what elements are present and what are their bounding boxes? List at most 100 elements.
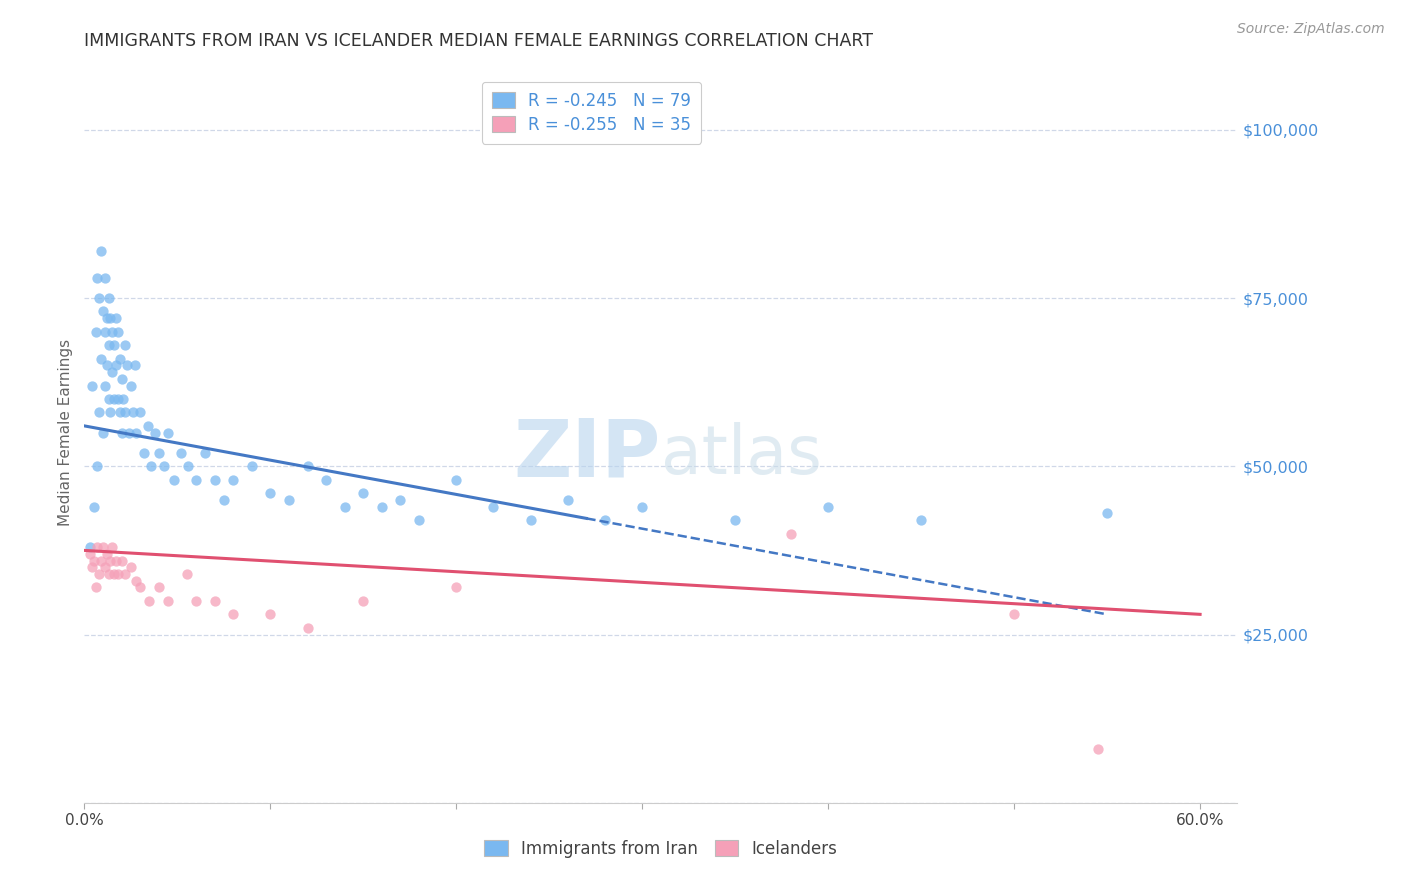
Point (780, 526, 803, 541)
Point (141, 459, 163, 474)
Point (371, 500, 394, 514)
Text: ZIP: ZIP (513, 416, 661, 494)
Point (101, 365, 124, 379)
Point (297, 621, 319, 635)
Point (80, 560, 103, 574)
Point (389, 492, 412, 507)
Point (100, 311, 122, 326)
Text: Source: ZipAtlas.com: Source: ZipAtlas.com (1237, 22, 1385, 37)
Point (89, 291, 111, 305)
Point (446, 473, 468, 487)
Point (100, 553, 122, 567)
Point (162, 473, 184, 487)
Point (1095, 507, 1118, 521)
Point (125, 574, 148, 588)
Point (97, 291, 120, 305)
Point (94, 325, 117, 339)
Point (96, 547, 118, 561)
Legend: Immigrants from Iran, Icelanders: Immigrants from Iran, Icelanders (478, 833, 844, 865)
Point (107, 566, 129, 581)
Point (910, 513, 932, 527)
Point (204, 594, 226, 608)
Point (157, 425, 180, 440)
Point (101, 325, 124, 339)
Point (157, 594, 180, 608)
Point (482, 500, 505, 514)
Point (97, 392, 120, 406)
Point (108, 405, 131, 419)
Point (97, 566, 120, 581)
Point (148, 581, 170, 595)
Point (103, 566, 125, 581)
Point (90, 553, 112, 567)
Point (96, 311, 118, 326)
Point (724, 513, 747, 527)
Point (80, 378, 103, 392)
Point (1087, 742, 1109, 756)
Point (110, 372, 132, 386)
Point (120, 560, 142, 574)
Point (120, 378, 142, 392)
Point (79, 547, 101, 561)
Point (143, 425, 166, 440)
Point (177, 459, 200, 474)
Point (86, 270, 108, 285)
Point (124, 359, 146, 373)
Point (129, 405, 152, 419)
Point (277, 492, 299, 507)
Point (593, 513, 616, 527)
Point (315, 473, 337, 487)
Y-axis label: Median Female Earnings: Median Female Earnings (58, 339, 73, 526)
Point (333, 500, 356, 514)
Point (108, 351, 131, 366)
Point (101, 540, 124, 554)
Point (114, 405, 136, 419)
Point (138, 594, 160, 608)
Point (118, 425, 141, 440)
Point (121, 405, 143, 419)
Point (110, 553, 132, 567)
Text: atlas: atlas (661, 422, 821, 488)
Point (90, 351, 112, 366)
Point (107, 392, 129, 406)
Point (84, 325, 107, 339)
Point (176, 566, 198, 581)
Point (83, 553, 105, 567)
Point (136, 418, 159, 433)
Point (170, 446, 193, 460)
Point (297, 459, 319, 474)
Point (153, 459, 176, 474)
Text: IMMIGRANTS FROM IRAN VS ICELANDER MEDIAN FEMALE EARNINGS CORRELATION CHART: IMMIGRANTS FROM IRAN VS ICELANDER MEDIAN… (84, 32, 873, 50)
Point (408, 513, 430, 527)
Point (86, 540, 108, 554)
Point (114, 566, 136, 581)
Point (212, 492, 235, 507)
Point (90, 244, 112, 258)
Point (115, 359, 138, 373)
Point (204, 473, 226, 487)
Point (222, 607, 245, 622)
Point (222, 473, 245, 487)
Point (129, 581, 152, 595)
Point (89, 566, 111, 581)
Point (1002, 607, 1025, 622)
Point (94, 560, 117, 574)
Point (83, 500, 105, 514)
Point (100, 405, 122, 419)
Point (352, 594, 374, 608)
Point (194, 446, 217, 460)
Point (104, 359, 127, 373)
Point (519, 513, 541, 527)
Point (631, 500, 654, 514)
Point (103, 338, 125, 352)
Point (112, 392, 135, 406)
Point (104, 311, 127, 326)
Point (110, 425, 132, 440)
Point (89, 405, 111, 419)
Point (148, 446, 170, 460)
Point (97, 338, 120, 352)
Point (259, 607, 281, 622)
Point (114, 338, 136, 352)
Point (91, 304, 114, 318)
Point (104, 553, 127, 567)
